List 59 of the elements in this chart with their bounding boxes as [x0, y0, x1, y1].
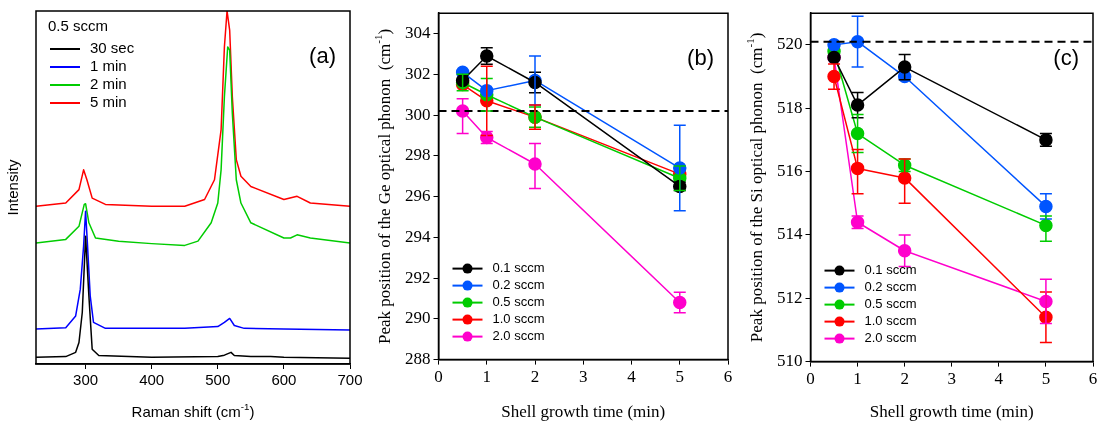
- y-tick-label: 512: [777, 287, 803, 307]
- point: [850, 161, 865, 176]
- legend-label: 5 min: [90, 93, 127, 111]
- x-tick-label: 0: [806, 369, 815, 389]
- point: [850, 126, 865, 141]
- x-tick-label: 2: [530, 367, 540, 387]
- legend-label: 2.0 sccm: [864, 330, 917, 346]
- x-tick-label: 600: [271, 371, 297, 389]
- x-tick-label: 300: [73, 371, 99, 389]
- x-tick-label: 3: [579, 367, 588, 387]
- y-tick-label: 294: [405, 226, 431, 246]
- y-axis-title: Peak position of the Si optical phonon (cm-1): [744, 32, 767, 343]
- y-tick-label: 300: [405, 104, 431, 124]
- x-tick-label: 0: [434, 367, 443, 387]
- annotation: (b): [687, 45, 714, 71]
- legend-label: 2 min: [90, 75, 127, 93]
- legend-label: 0.5 sccm: [864, 296, 917, 312]
- x-tick-label: 5: [675, 367, 684, 387]
- y-tick-label: 290: [405, 308, 431, 328]
- x-tick-label: 500: [205, 371, 231, 389]
- x-tick-label: 2: [900, 369, 909, 389]
- y-axis-title: Intensity: [4, 159, 22, 216]
- y-tick-label: 520: [777, 34, 803, 54]
- y-tick-label: 292: [405, 267, 431, 287]
- x-tick-label: 400: [139, 371, 165, 389]
- x-tick-label: 5: [1041, 369, 1051, 389]
- y-tick-label: 510: [777, 351, 803, 371]
- y-tick-label: 304: [405, 23, 431, 43]
- x-axis-title: Shell growth time (min): [501, 402, 666, 422]
- y-tick-label: 298: [405, 145, 431, 165]
- y-tick-label: 288: [405, 349, 431, 369]
- x-tick-label: 4: [994, 369, 1004, 389]
- legend-label: 0.1 sccm: [492, 260, 545, 276]
- legend-title: 0.5 sccm: [48, 17, 109, 35]
- y-tick-label: 514: [777, 224, 803, 244]
- x-tick-label: 4: [627, 367, 637, 387]
- y-tick-label: 516: [777, 161, 803, 181]
- legend-label: 1 min: [90, 57, 127, 75]
- x-tick-label: 6: [723, 367, 733, 387]
- legend-label: 2.0 sccm: [492, 328, 545, 344]
- y-tick-label: 518: [777, 97, 803, 117]
- y-tick-label: 296: [405, 186, 431, 206]
- legend-label: 0.2 sccm: [864, 279, 917, 295]
- legend-label: 0.1 sccm: [864, 262, 917, 278]
- legend-label: 0.5 sccm: [492, 294, 545, 310]
- y-axis-title: Peak position of the Ge optical phonon (cm-1): [372, 28, 395, 344]
- annotation: (a): [309, 43, 336, 69]
- legend-label: 0.2 sccm: [492, 277, 545, 293]
- legend-label: 30 sec: [90, 39, 135, 57]
- x-tick-label: 1: [482, 367, 491, 387]
- legend-label: 1.0 sccm: [492, 311, 545, 327]
- x-tick-label: 6: [1088, 369, 1098, 389]
- x-tick-label: 3: [947, 369, 956, 389]
- x-tick-label: 1: [853, 369, 862, 389]
- annotation: (c): [1053, 45, 1079, 71]
- x-tick-label: 700: [337, 371, 363, 389]
- legend-label: 1.0 sccm: [864, 313, 917, 329]
- x-axis-title: Shell growth time (min): [869, 402, 1034, 422]
- y-tick-label: 302: [405, 63, 431, 83]
